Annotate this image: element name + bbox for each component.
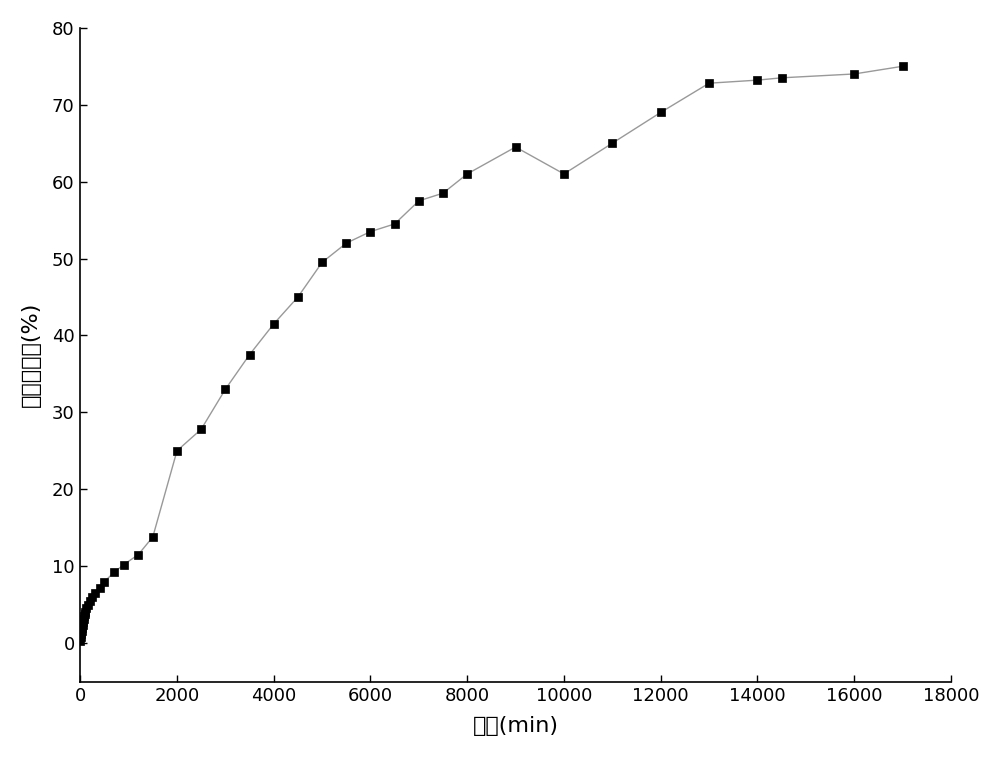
X-axis label: 时间(min): 时间(min) xyxy=(473,716,559,736)
Y-axis label: 药物释放量(%): 药物释放量(%) xyxy=(21,302,41,407)
